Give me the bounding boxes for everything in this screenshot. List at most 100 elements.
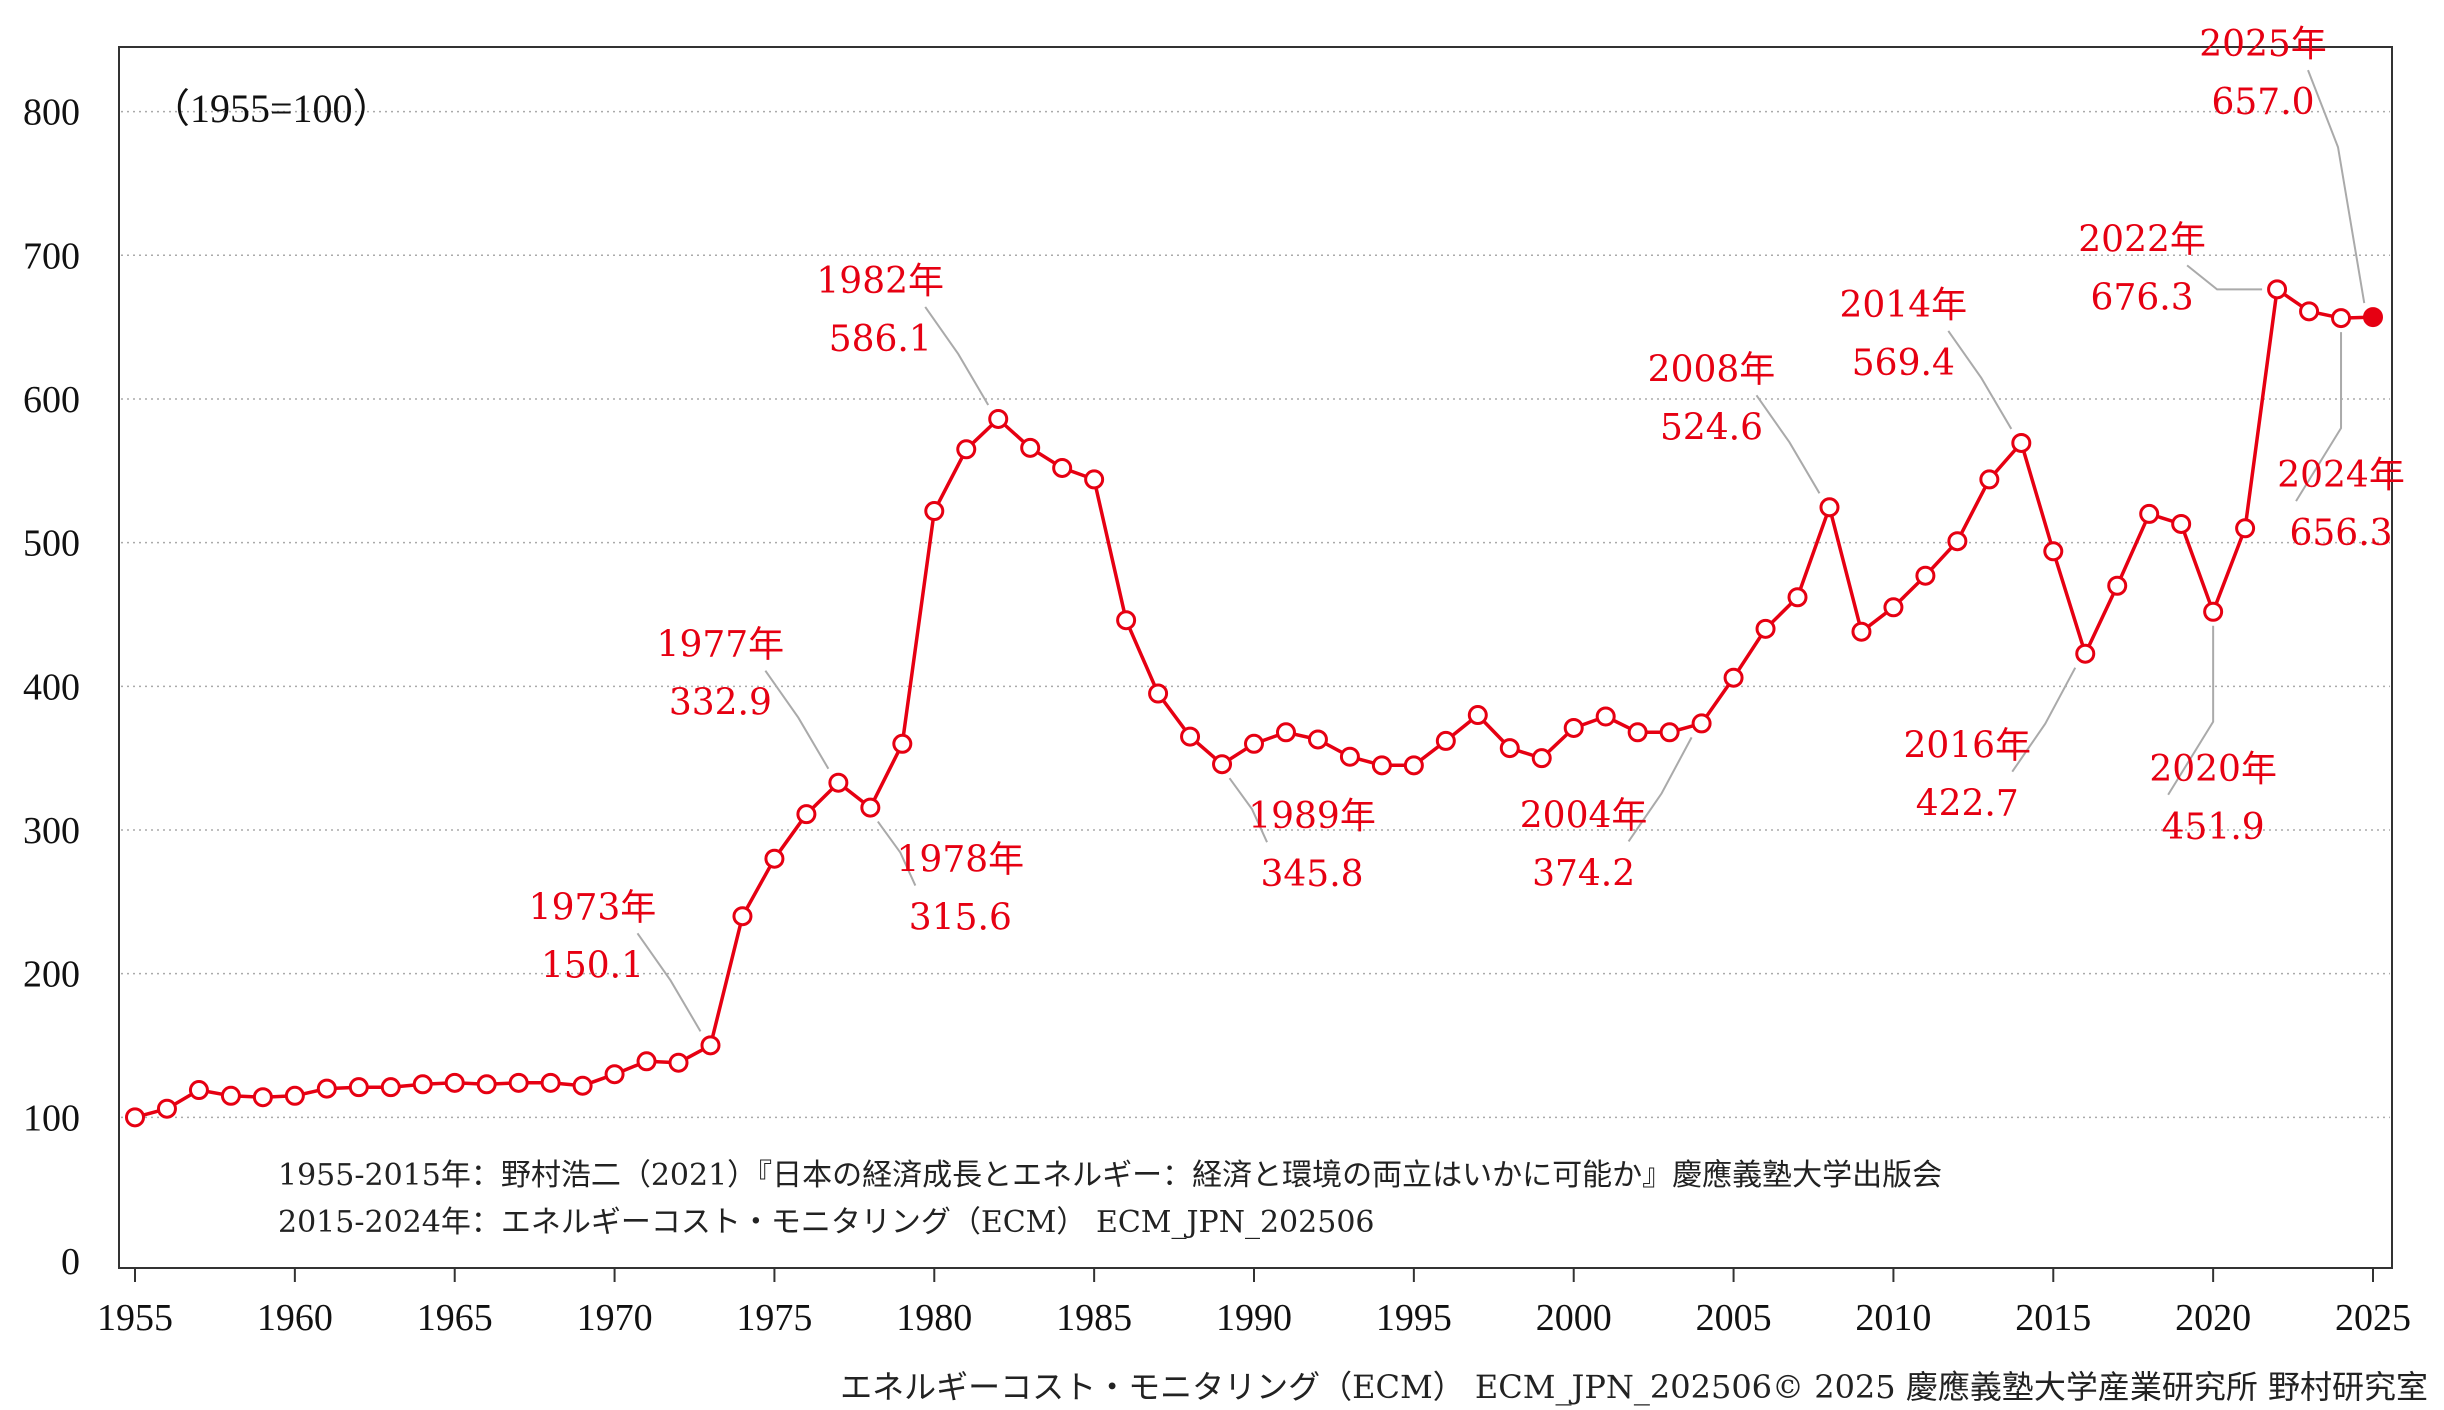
annotation-value: 451.9 [2162, 807, 2265, 848]
annotation-value: 422.7 [1916, 784, 2019, 825]
y-tick-label: 500 [23, 523, 80, 565]
x-tick-label: 1970 [577, 1297, 653, 1339]
data-point [476, 1074, 497, 1095]
data-point [700, 1035, 721, 1056]
annotation-year: 1977年 [657, 625, 785, 666]
data-point [2075, 643, 2096, 664]
annotation-year: 2024年 [2277, 455, 2405, 496]
x-tick-label: 2005 [1696, 1297, 1772, 1339]
leader-line [1755, 394, 1821, 494]
data-point [2363, 307, 2383, 328]
data-point [924, 501, 945, 522]
gridlines [121, 110, 2390, 1119]
data-point [1435, 730, 1456, 751]
leader-line [2295, 332, 2343, 502]
annotation-value: 676.3 [2091, 277, 2194, 318]
annotation-year: 2008年 [1648, 349, 1776, 390]
data-point [1723, 667, 1744, 688]
annotation-value: 315.6 [909, 898, 1012, 939]
annotation-value: 345.8 [1260, 854, 1363, 895]
data-point [188, 1080, 209, 1101]
source-note-2: 2015-2024年：エネルギーコスト・モニタリング（ECM） ECM_JPN_… [278, 1205, 1375, 1240]
data-point [125, 1107, 145, 1128]
data-point [1563, 717, 1584, 738]
y-tick-label: 100 [23, 1097, 80, 1139]
x-tick-label: 1960 [257, 1297, 333, 1339]
data-point [572, 1075, 593, 1096]
data-point [828, 772, 849, 793]
data-point [1979, 469, 2000, 490]
data-point [1755, 618, 1776, 639]
data-point [156, 1098, 177, 1119]
annotation-year: 1973年 [529, 887, 657, 928]
data-point [1212, 754, 1233, 775]
x-tick-label: 1990 [1216, 1297, 1292, 1339]
x-tick-label: 2025 [2335, 1297, 2411, 1339]
data-point [284, 1085, 305, 1106]
data-point [668, 1052, 689, 1073]
data-point [636, 1051, 657, 1072]
data-point [348, 1077, 369, 1098]
leader-line [636, 932, 702, 1032]
y-tick-label: 300 [23, 810, 80, 852]
data-point [732, 906, 753, 927]
data-point [1883, 597, 1904, 618]
y-tick-label: 400 [23, 666, 80, 708]
x-tick-label: 1995 [1376, 1297, 1452, 1339]
data-point [1371, 755, 1392, 776]
data-point [1020, 437, 1041, 458]
annotation-year: 2004年 [1520, 795, 1648, 836]
data-point [2043, 541, 2064, 562]
leader-line [877, 820, 917, 886]
x-tick-label: 1965 [417, 1297, 493, 1339]
data-point [796, 804, 817, 825]
data-point [764, 848, 785, 869]
leader-line [924, 306, 990, 406]
leader-line [1627, 736, 1693, 842]
data-point [892, 733, 913, 754]
annotation-year: 1982年 [816, 261, 944, 302]
series-points [125, 279, 2383, 1128]
x-axis-ticks: 1955 1960 1965 1970 1975 1980 1985 1990 1995 2000… [97, 1268, 2411, 1339]
annotation-year: 2014年 [1840, 285, 1968, 326]
annotation-value: 569.4 [1852, 343, 1955, 384]
data-point [860, 797, 881, 818]
annotation-value: 524.6 [1660, 407, 1763, 448]
data-point [412, 1074, 433, 1095]
leader-line [1947, 330, 2013, 430]
data-point [1787, 587, 1808, 608]
annotation-value: 332.9 [669, 683, 772, 724]
y-tick-label: 600 [23, 379, 80, 421]
data-point [1691, 713, 1712, 734]
data-point [1467, 705, 1488, 726]
annotation-year: 2016年 [1903, 726, 2031, 767]
plot-frame [118, 46, 2393, 1269]
data-point [2011, 432, 2032, 453]
series-line [134, 287, 2374, 1119]
data-point [2171, 513, 2192, 534]
data-point [252, 1087, 273, 1108]
x-tick-label: 1955 [97, 1297, 173, 1339]
y-tick-label: 800 [23, 92, 80, 134]
data-point [1339, 746, 1360, 767]
data-point [988, 408, 1009, 429]
data-point [1499, 738, 1520, 759]
data-point [604, 1064, 625, 1085]
leader-line [2011, 667, 2077, 773]
data-point [2235, 518, 2256, 539]
footer-credit: エネルギーコスト・モニタリング（ECM） ECM_JPN_202506© 202… [840, 1368, 2428, 1406]
data-point [1947, 531, 1968, 552]
x-tick-label: 1975 [736, 1297, 812, 1339]
y-axis-ticks: 0 100 200 300 400 500 600 700 800 [23, 92, 80, 1283]
y-tick-label: 200 [23, 954, 80, 996]
unit-label: （1955=100） [150, 86, 393, 131]
data-point [316, 1078, 337, 1099]
leader-line [2167, 625, 2215, 796]
annotation-value: 657.0 [2211, 82, 2314, 123]
data-point [1148, 683, 1169, 704]
data-point [1052, 457, 1073, 478]
leader-line [1228, 777, 1268, 843]
leader-line [764, 670, 830, 770]
data-point [1659, 722, 1680, 743]
